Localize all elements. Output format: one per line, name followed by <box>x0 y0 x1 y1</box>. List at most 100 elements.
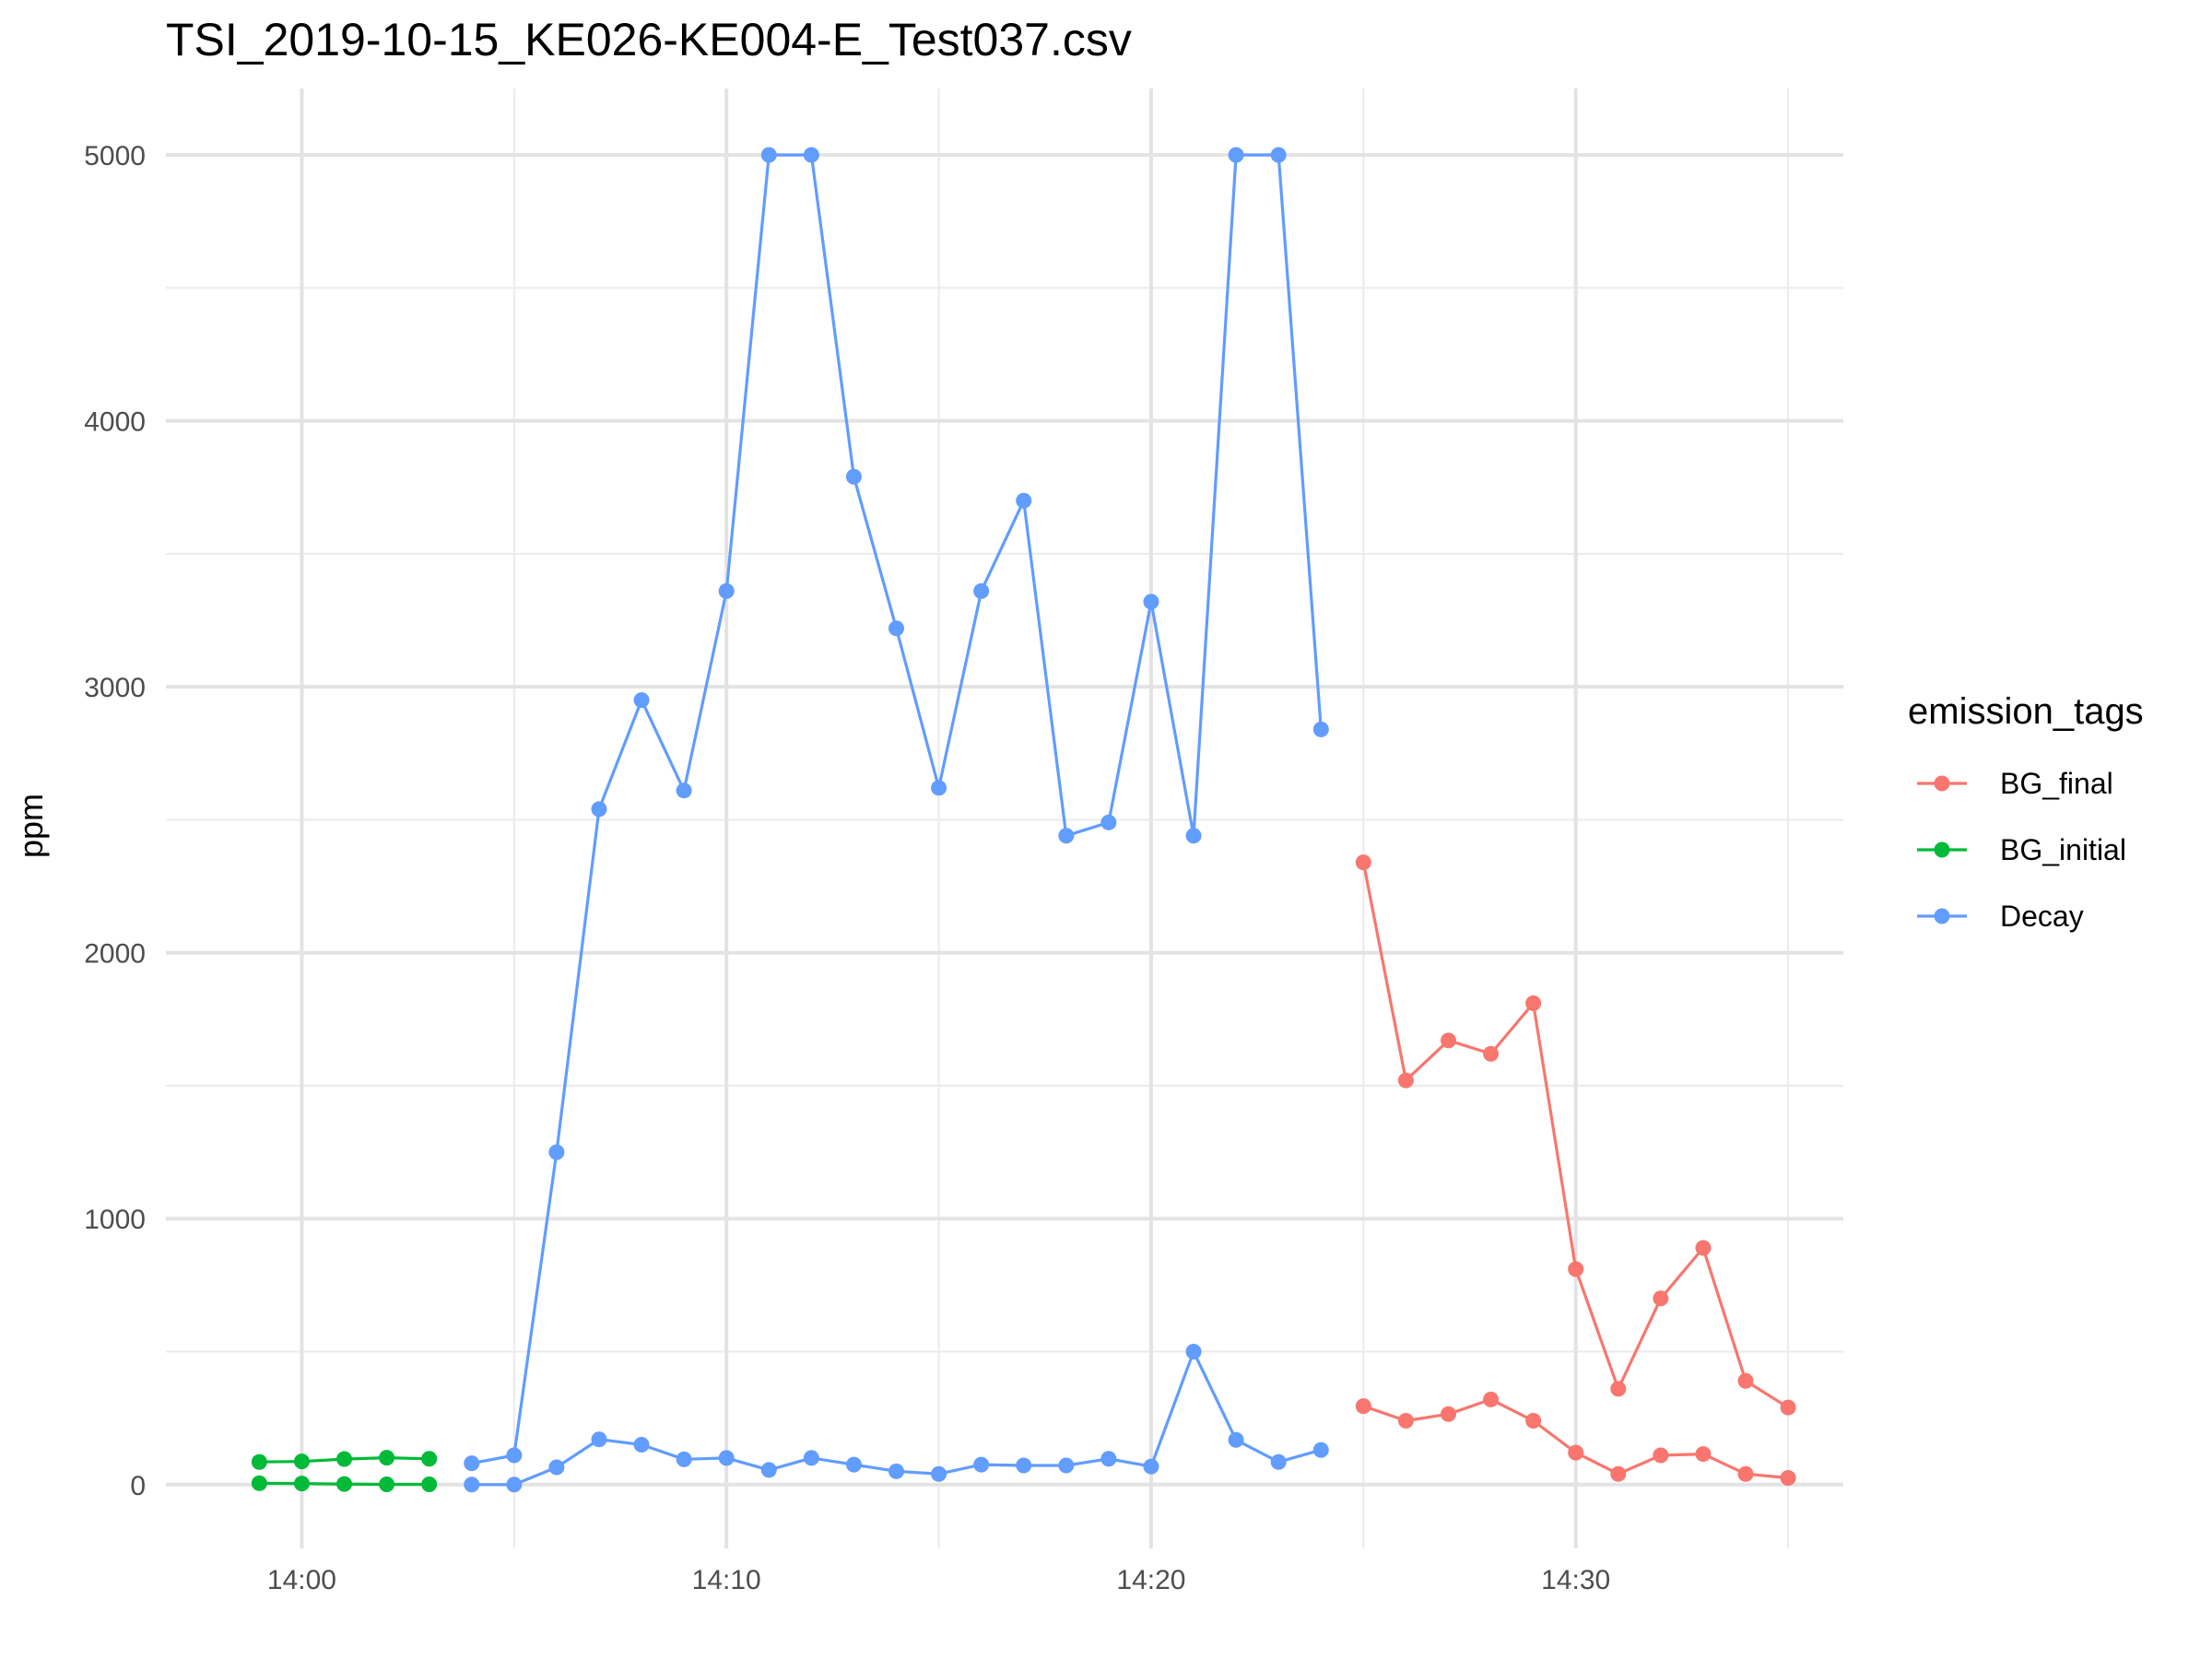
data-point <box>1312 721 1329 737</box>
data-point <box>1397 1413 1414 1430</box>
data-point <box>293 1476 310 1492</box>
data-point <box>1355 854 1371 871</box>
data-point <box>1058 1457 1075 1474</box>
data-point <box>676 1451 692 1467</box>
data-point <box>506 1477 523 1493</box>
data-point <box>464 1477 480 1493</box>
data-point <box>973 582 990 599</box>
legend-title: emission_tags <box>1908 691 2144 732</box>
data-point <box>591 801 607 818</box>
x-tick-label: 14:00 <box>267 1565 336 1595</box>
data-point <box>251 1475 267 1491</box>
data-point <box>845 468 862 485</box>
data-point <box>1610 1465 1627 1482</box>
data-point <box>1185 1343 1202 1359</box>
data-point <box>1397 1072 1414 1088</box>
data-point <box>293 1453 310 1470</box>
data-point <box>1228 1431 1244 1448</box>
data-point <box>1653 1447 1669 1464</box>
data-point <box>464 1455 480 1472</box>
data-point <box>1780 1470 1796 1487</box>
series-Decay <box>464 1343 1329 1493</box>
data-point <box>1737 1372 1754 1389</box>
legend-key-point <box>1934 908 1950 924</box>
data-point <box>421 1476 438 1492</box>
x-tick-label: 14:30 <box>1541 1565 1610 1595</box>
y-tick-label: 0 <box>130 1471 146 1501</box>
data-point <box>1568 1444 1584 1461</box>
axis-layer: 0 1000 2000 3000 4000 5000 14:00 14:10 14:20 14:3… <box>84 141 1610 1595</box>
data-point <box>336 1451 353 1467</box>
y-tick-label: 1000 <box>84 1205 146 1235</box>
data-point <box>1016 1457 1032 1474</box>
series-BG_initial <box>251 1450 438 1470</box>
data-point <box>1525 995 1542 1012</box>
data-point <box>1695 1446 1712 1463</box>
data-point <box>1270 1453 1287 1470</box>
data-point <box>1355 1398 1371 1415</box>
legend-label: BG_initial <box>2000 833 2126 866</box>
data-point <box>1100 814 1117 830</box>
data-point <box>548 1144 565 1160</box>
data-point <box>718 1450 735 1466</box>
data-point <box>1185 828 1202 844</box>
series-Decay <box>464 147 1329 1472</box>
series-BG_final <box>1355 1391 1796 1487</box>
y-axis-title: ppm <box>12 794 50 858</box>
data-point <box>379 1476 395 1492</box>
series-BG_initial <box>251 1475 438 1492</box>
data-point <box>1737 1465 1754 1482</box>
data-point <box>1483 1391 1500 1407</box>
data-point <box>591 1431 607 1448</box>
data-point <box>1653 1290 1669 1307</box>
data-point <box>379 1450 395 1466</box>
data-point <box>548 1459 565 1476</box>
grid-layer <box>166 88 1843 1548</box>
data-point <box>931 1465 947 1482</box>
y-tick-label: 2000 <box>84 939 146 970</box>
data-point <box>973 1456 990 1473</box>
data-point <box>1525 1413 1542 1430</box>
legend-label: Decay <box>2000 900 2084 933</box>
data-point <box>633 692 650 709</box>
data-point <box>1016 492 1032 509</box>
series-BG_final <box>1355 854 1796 1416</box>
data-point <box>760 147 777 163</box>
data-point <box>336 1476 353 1492</box>
data-point <box>888 1463 905 1479</box>
data-point <box>1270 147 1287 163</box>
data-point <box>1440 1032 1456 1049</box>
series-layer <box>251 147 1796 1493</box>
legend-label: BG_final <box>2000 767 2113 800</box>
data-point <box>421 1451 438 1467</box>
y-tick-label: 3000 <box>84 673 146 703</box>
data-point <box>1440 1406 1456 1422</box>
data-point <box>931 780 947 796</box>
data-point <box>1610 1381 1627 1397</box>
data-point <box>888 620 905 637</box>
data-point <box>1780 1399 1796 1416</box>
data-point <box>1100 1451 1117 1467</box>
data-point <box>1695 1240 1712 1256</box>
data-point <box>633 1436 650 1453</box>
data-point <box>1568 1261 1584 1277</box>
legend-key-point <box>1934 841 1950 858</box>
data-point <box>1143 594 1159 610</box>
data-point <box>1228 147 1244 163</box>
chart-title: TSI_2019-10-15_KE026-KE004-E_Test037.csv <box>166 14 1132 65</box>
x-tick-label: 14:10 <box>692 1565 761 1595</box>
y-tick-label: 5000 <box>84 141 146 171</box>
legend: emission_tags BG_final BG_initial Decay <box>1908 691 2144 933</box>
data-point <box>251 1453 267 1470</box>
data-point <box>718 582 735 599</box>
x-tick-label: 14:20 <box>1116 1565 1185 1595</box>
data-point <box>1143 1458 1159 1475</box>
data-point <box>676 782 692 799</box>
data-point <box>845 1456 862 1473</box>
data-point <box>1483 1045 1500 1062</box>
data-point <box>506 1447 523 1464</box>
y-tick-label: 4000 <box>84 407 146 438</box>
data-point <box>803 1450 819 1466</box>
data-point <box>803 147 819 163</box>
